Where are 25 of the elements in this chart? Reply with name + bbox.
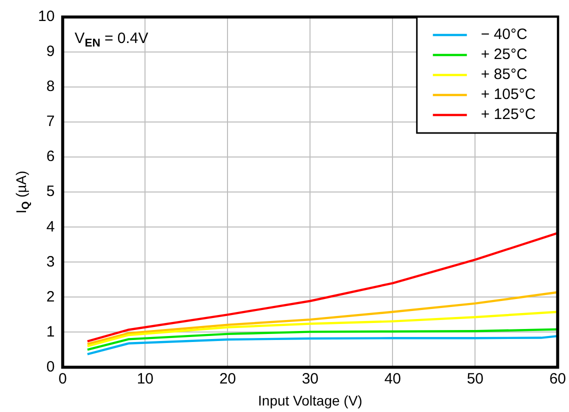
y-tick-label: 8: [46, 78, 55, 96]
y-tick-label: 5: [46, 183, 55, 200]
x-axis-title: Input Voltage (V): [258, 392, 362, 408]
y-tick-label: 10: [38, 8, 55, 26]
y-tick-label: 6: [46, 148, 55, 166]
x-tick-label: 20: [219, 370, 236, 388]
x-tick-label: 50: [466, 370, 484, 388]
x-tick-label: 10: [136, 370, 154, 388]
y-tick-label: 3: [46, 253, 55, 270]
y-tick-label: 0: [46, 358, 55, 376]
legend-label: + 85°C: [480, 66, 528, 84]
x-tick-label: 40: [384, 370, 402, 388]
y-tick-label: 9: [46, 43, 55, 60]
legend-label: + 25°C: [480, 46, 528, 64]
y-tick-label: 7: [46, 113, 55, 130]
x-tick-label: 60: [549, 370, 566, 388]
legend-label: − 40°C: [480, 26, 528, 44]
y-axis-title: IQ (µA): [12, 170, 32, 214]
y-tick-label: 4: [46, 218, 55, 236]
y-tick-label: 2: [46, 288, 55, 306]
y-tick-label: 1: [46, 323, 55, 340]
legend-label: + 105°C: [480, 86, 536, 104]
legend-label: + 125°C: [480, 106, 536, 124]
x-tick-label: 0: [58, 370, 67, 388]
x-tick-label: 30: [302, 370, 319, 388]
